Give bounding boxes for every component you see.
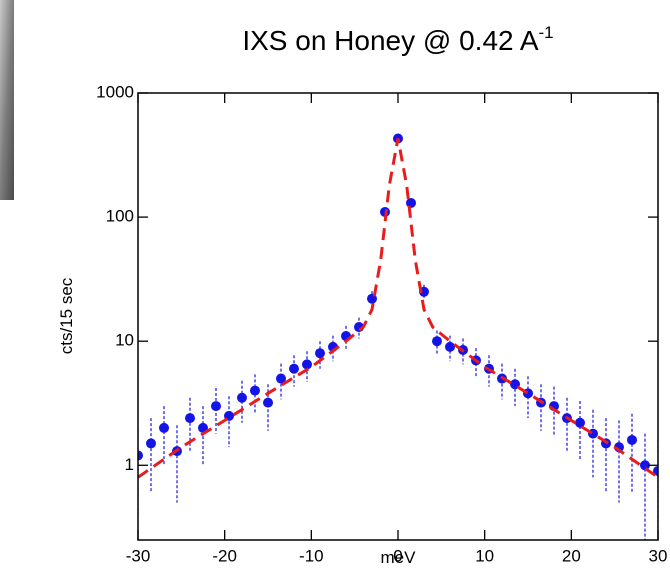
x-tick-label: 10 xyxy=(475,546,494,565)
x-tick-label: -20 xyxy=(212,546,237,565)
data-point xyxy=(432,336,442,347)
fit-line xyxy=(138,138,658,479)
data-point xyxy=(276,373,286,384)
data-point xyxy=(315,348,325,359)
x-axis-label: meV xyxy=(381,548,417,567)
data-point xyxy=(146,438,156,449)
y-axis-label: cts/15 sec xyxy=(57,277,76,354)
data-point xyxy=(185,413,195,424)
x-tick-label: -10 xyxy=(299,546,324,565)
data-point xyxy=(263,397,273,408)
data-point xyxy=(159,422,169,433)
data-point xyxy=(406,197,416,208)
data-point xyxy=(289,363,299,374)
data-point xyxy=(640,460,650,471)
x-tick-label: 30 xyxy=(649,546,668,565)
title-text: IXS on Honey @ 0.42 A xyxy=(242,25,538,56)
data-point xyxy=(627,434,637,445)
data-point xyxy=(250,385,260,396)
plot-area xyxy=(138,133,658,540)
photo-fragment xyxy=(0,0,14,200)
y-tick-label: 100 xyxy=(106,207,134,226)
plot-frame xyxy=(137,92,659,541)
y-tick-label: 10 xyxy=(115,331,134,350)
data-point xyxy=(302,359,312,370)
data-point xyxy=(575,417,585,428)
data-point xyxy=(237,392,247,403)
data-point xyxy=(198,422,208,433)
y-tick-label: 1 xyxy=(125,455,134,474)
data-point xyxy=(445,341,455,352)
title-superscript: -1 xyxy=(539,23,554,42)
x-tick-label: 0 xyxy=(393,546,402,565)
data-point xyxy=(211,401,221,412)
x-tick-label: 20 xyxy=(562,546,581,565)
data-point xyxy=(138,450,143,461)
chart-title: IXS on Honey @ 0.42 A-1 xyxy=(242,23,553,56)
y-tick-label: 1000 xyxy=(96,82,134,101)
x-tick-label: -30 xyxy=(126,546,151,565)
